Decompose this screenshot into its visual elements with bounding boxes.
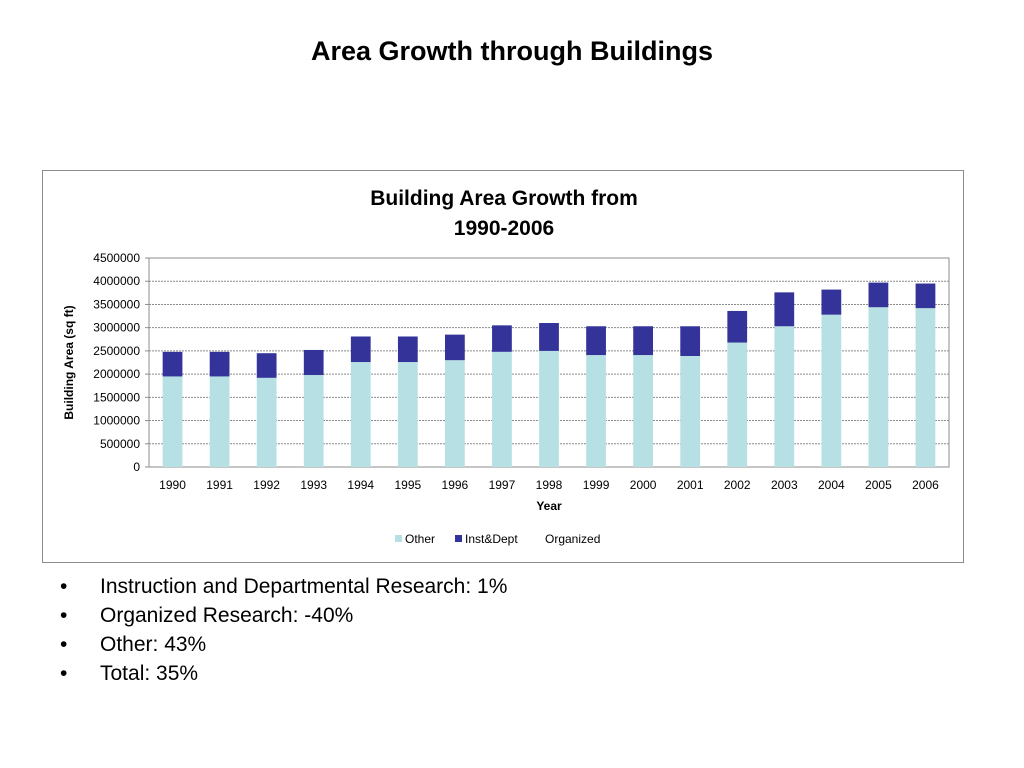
x-tick-label: 1991: [206, 478, 233, 492]
y-tick-label: 1500000: [93, 390, 140, 404]
bar-inst-dept: [256, 353, 277, 378]
x-tick-label: 2006: [912, 478, 939, 492]
bar-inst-dept: [915, 283, 936, 309]
bar-inst-dept: [350, 336, 371, 363]
bar-inst-dept: [303, 349, 324, 376]
bullet-text: Total: 35%: [100, 662, 199, 685]
bar-other: [492, 351, 512, 467]
bullet-item: • Other: 43%: [60, 633, 207, 656]
bar-inst-dept: [633, 326, 653, 356]
x-tick-label: 1993: [300, 478, 327, 492]
building-area-chart: Building Area Growth from 1990-2006 0 50000…: [62, 187, 950, 546]
x-tick-label: 2003: [771, 478, 798, 492]
bar-inst-dept: [162, 351, 183, 377]
bullet-list: • Instruction and Departmental Research: …: [60, 572, 507, 688]
y-tick-label: 2000000: [93, 367, 140, 381]
bar-other: [915, 308, 936, 467]
legend-swatch: [535, 535, 542, 542]
chart-frame: Building Area Growth from 1990-2006 0 50000…: [42, 170, 964, 563]
bar-other: [633, 355, 653, 467]
legend-label: Inst&Dept: [465, 532, 518, 546]
x-tick-label: 1999: [583, 478, 610, 492]
bar-inst-dept: [492, 325, 512, 352]
x-tick-label: 2001: [677, 478, 704, 492]
bar-other: [868, 307, 889, 467]
bar-inst-dept: [209, 351, 230, 377]
bullet-item: • Instruction and Departmental Research: …: [60, 575, 508, 598]
chart-title: Building Area Growth from: [370, 187, 638, 210]
bar-other: [162, 376, 183, 467]
x-tick-label: 1998: [536, 478, 563, 492]
bullet-text: Other: 43%: [100, 633, 207, 656]
bullet-text: Organized Research: -40%: [100, 604, 354, 627]
x-tick-label: 2005: [865, 478, 892, 492]
bar-inst-dept: [868, 282, 889, 308]
bar-inst-dept: [586, 326, 606, 356]
bar-inst-dept: [680, 326, 701, 356]
bullet-item: • Organized Research: -40%: [60, 604, 354, 627]
bar-inst-dept: [397, 336, 418, 363]
x-axis-label: Year: [536, 499, 562, 513]
bar-other: [821, 314, 842, 467]
bar-inst-dept: [727, 310, 748, 343]
bar-other: [303, 375, 324, 467]
bar-inst-dept: [821, 289, 842, 315]
y-tick-label: 1000000: [93, 414, 140, 428]
x-tick-label: 1995: [394, 478, 421, 492]
legend-label: Other: [405, 532, 435, 546]
legend-swatch: [395, 535, 402, 542]
legend-swatch: [455, 535, 462, 542]
y-tick-label: 0: [133, 460, 140, 474]
bar-inst-dept: [774, 292, 795, 327]
y-tick-label: 2500000: [93, 344, 140, 358]
bar-other: [397, 362, 418, 467]
x-tick-label: 1996: [442, 478, 469, 492]
x-tick-label: 1990: [159, 478, 186, 492]
y-tick-label: 3000000: [93, 321, 140, 335]
y-tick-label: 500000: [100, 437, 140, 451]
x-tick-label: 2000: [630, 478, 657, 492]
bar-other: [539, 350, 559, 467]
bullet-text: Instruction and Departmental Research: 1…: [100, 575, 508, 598]
x-tick-label: 1992: [253, 478, 280, 492]
bar-other: [445, 360, 465, 467]
slide-title: Area Growth through Buildings: [311, 36, 713, 66]
bar-other: [727, 342, 748, 467]
bar-other: [774, 326, 795, 467]
bar-other: [586, 355, 606, 467]
bar-inst-dept: [445, 334, 465, 361]
x-tick-label: 1997: [489, 478, 516, 492]
x-tick-label: 2002: [724, 478, 751, 492]
legend-label: Organized: [545, 532, 600, 546]
bar-inst-dept: [539, 323, 559, 351]
bullet-item: • Total: 35%: [60, 662, 199, 685]
y-tick-label: 4500000: [93, 251, 140, 265]
x-tick-label: 2004: [818, 478, 845, 492]
bar-other: [680, 355, 701, 467]
y-axis-label: Building Area (sq ft): [62, 305, 76, 419]
bar-other: [209, 376, 230, 467]
x-tick-label: 1994: [347, 478, 374, 492]
chart-title: 1990-2006: [454, 217, 554, 240]
bar-other: [256, 377, 277, 467]
y-tick-label: 4000000: [93, 274, 140, 288]
bar-other: [350, 362, 371, 467]
y-tick-label: 3500000: [93, 297, 140, 311]
